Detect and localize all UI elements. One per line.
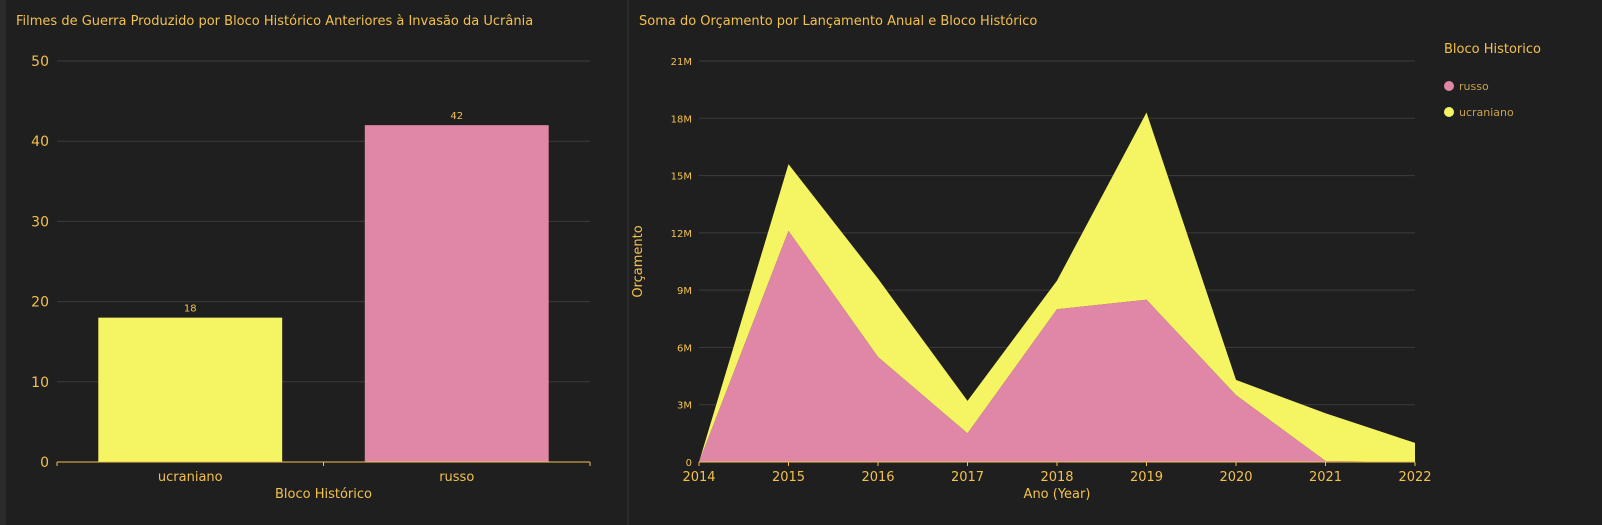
bar-ucraniano [98, 317, 283, 462]
area-x-tick-label: 2016 [861, 470, 894, 485]
bar-chart-title: Filmes de Guerra Produzido por Bloco His… [16, 14, 534, 29]
bar-y-tick-label: 30 [31, 214, 49, 230]
area-y-tick-label: 6M [677, 343, 692, 354]
bar-y-tick-label: 20 [31, 295, 49, 311]
area-series-ucraniano [699, 112, 1415, 463]
area-chart-title: Soma do Orçamento por Lançamento Anual e… [639, 14, 1038, 29]
area-chart-panel: Soma do Orçamento por Lançamento Anual e… [629, 0, 1602, 525]
area-x-tick-label: 2017 [951, 470, 984, 485]
legend-item-ucraniano[interactable]: ucraniano [1444, 99, 1594, 125]
bar-x-tick-label: ucraniano [158, 470, 223, 485]
bar-y-tick-label: 40 [31, 134, 49, 150]
bar-russo [364, 125, 549, 462]
area-x-tick-label: 2018 [1040, 470, 1073, 485]
legend-label-ucraniano: ucraniano [1459, 105, 1514, 119]
bar-y-tick-label: 50 [31, 54, 49, 70]
bar-chart-panel: Filmes de Guerra Produzido por Bloco His… [6, 0, 627, 525]
area-y-tick-label: 3M [677, 401, 692, 412]
area-y-tick-label: 0 [686, 458, 692, 469]
legend-item-russo[interactable]: russo [1444, 73, 1594, 99]
bar-chart: 0 10 20 30 40 50 18 ucraniano 42 russo Bloco Histó… [31, 54, 591, 502]
legend-title: Bloco Historico [1444, 42, 1541, 57]
area-y-axis-label: Orçamento [631, 225, 646, 297]
legend-label-russo: russo [1459, 79, 1489, 93]
area-y-tick-label: 21M [671, 57, 692, 68]
area-y-tick-label: 18M [671, 114, 692, 125]
bar-x-axis-label: Bloco Histórico [275, 487, 372, 502]
legend: Bloco Historico russo ucraniano [1444, 42, 1594, 125]
bar-y-tick-label: 10 [31, 375, 49, 391]
bar-value-label: 42 [450, 111, 463, 122]
area-x-tick-label: 2022 [1398, 470, 1431, 485]
area-x-tick-label: 2020 [1219, 470, 1252, 485]
area-series-russo [699, 230, 1415, 462]
area-y-tick-label: 12M [671, 229, 692, 240]
area-x-tick-label: 2021 [1309, 470, 1342, 485]
area-x-axis-label: Ano (Year) [1024, 487, 1091, 502]
bar-y-tick-label: 0 [40, 455, 49, 471]
area-chart: 0 3M 6M 9M 12M 15M 18M 21M 2014 2015 2016 2017 2018 2… [631, 57, 1432, 502]
bar-x-tick-label: russo [439, 470, 474, 485]
legend-marker-russo [1444, 81, 1454, 91]
area-x-tick-label: 2014 [682, 470, 715, 485]
area-x-tick-label: 2015 [772, 470, 805, 485]
area-y-tick-label: 9M [677, 286, 692, 297]
legend-marker-ucraniano [1444, 107, 1454, 117]
area-x-tick-label: 2019 [1130, 470, 1163, 485]
bar-value-label: 18 [184, 304, 197, 315]
area-y-tick-label: 15M [671, 172, 692, 183]
